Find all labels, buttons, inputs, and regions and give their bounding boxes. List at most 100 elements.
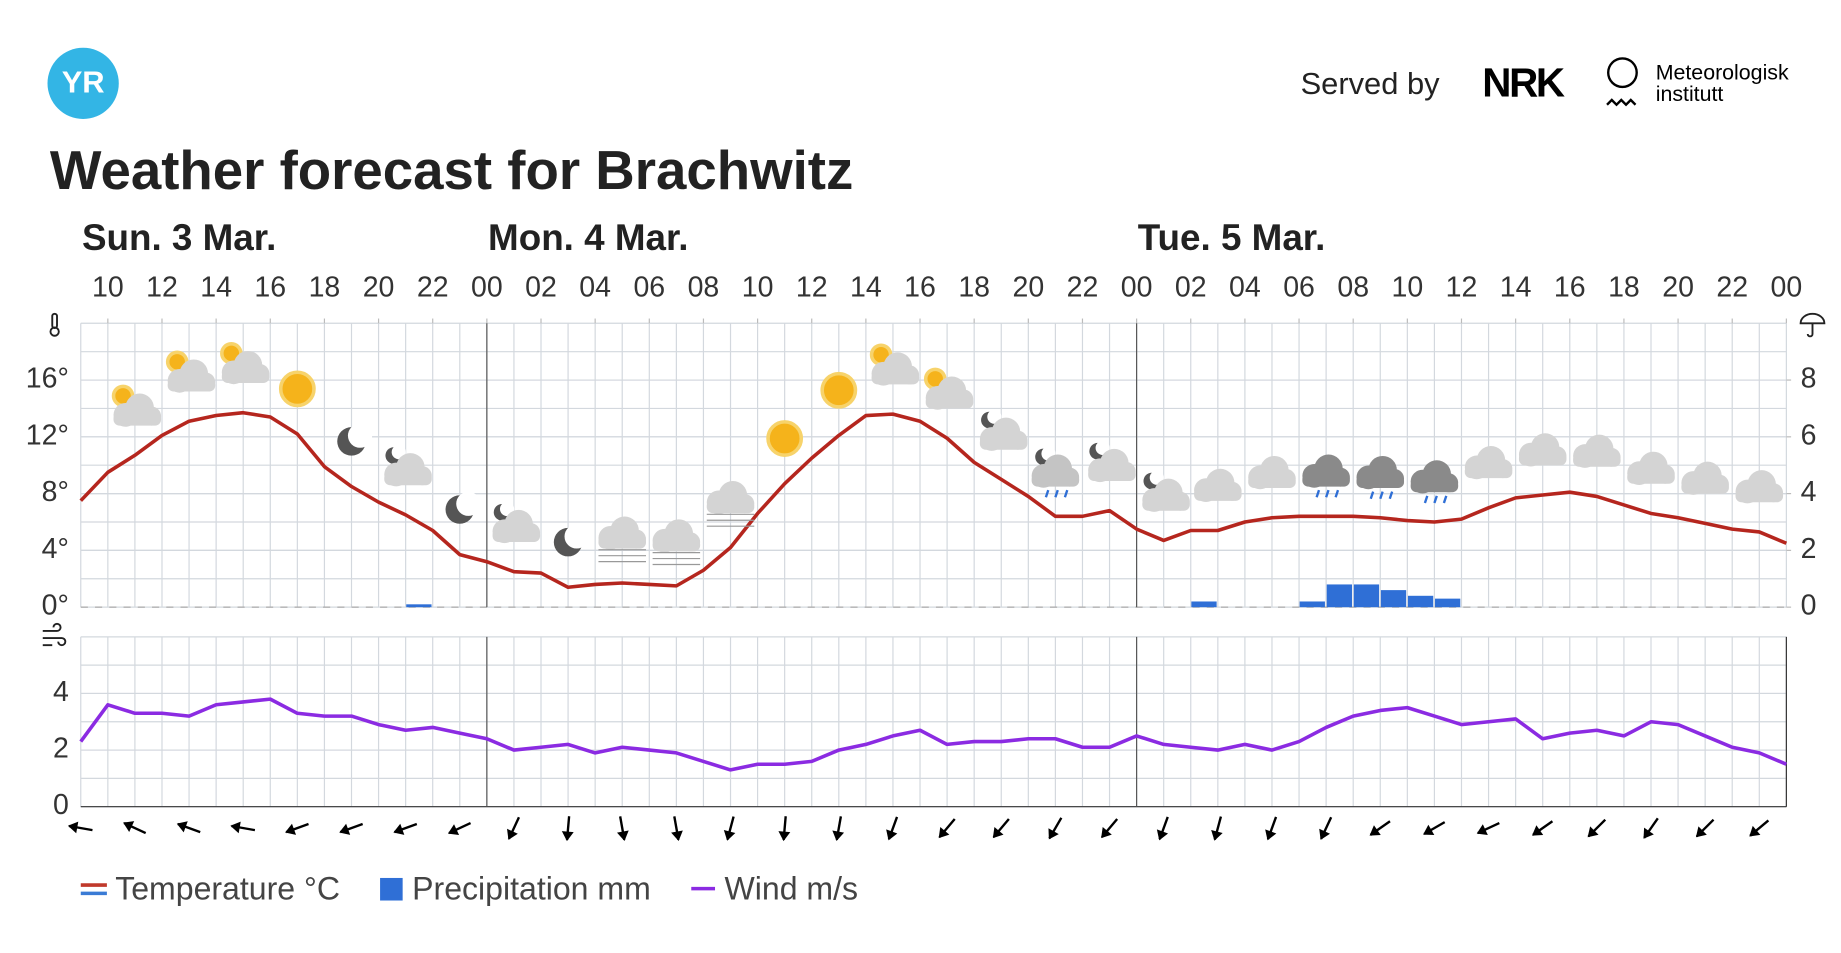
cloud-part (652, 538, 701, 552)
wind-arrow (1695, 818, 1715, 838)
wind-arrow (778, 816, 791, 842)
weather-icon (766, 420, 804, 457)
wind-arrow (1423, 821, 1446, 836)
weather-icon (384, 445, 432, 487)
weather-icon (706, 481, 755, 527)
x-tick-label: 02 (525, 271, 557, 303)
weather-icon (820, 371, 858, 409)
cloud-part (1302, 473, 1350, 487)
precip-bar (1380, 590, 1407, 608)
weather-icon (869, 343, 920, 386)
wind-arrow (176, 821, 201, 834)
moon (456, 491, 481, 516)
weather-icon (1573, 434, 1621, 468)
wind-arrow (992, 818, 1010, 839)
rain-drop (1433, 495, 1438, 504)
weather-icon (1518, 433, 1567, 467)
met-wave (1606, 98, 1637, 107)
arrow-head (938, 826, 950, 839)
wind-arrow (339, 822, 364, 835)
wind-arrow (1211, 816, 1223, 841)
wind-arrow (561, 816, 574, 842)
weather-icon (553, 524, 589, 557)
precip-bar (1326, 584, 1353, 608)
wind-arrow (123, 821, 147, 835)
arrow-head (723, 829, 736, 841)
precip-bar (1407, 595, 1434, 608)
arrow-head (1101, 826, 1112, 839)
arrow-head (123, 821, 135, 832)
rain-drop (1044, 489, 1050, 498)
legend-label: Temperature °C (115, 870, 340, 906)
cloud-part (384, 472, 432, 486)
x-tick-label: 20 (1662, 271, 1694, 303)
weather-icon (1681, 461, 1729, 495)
rain-drop (1324, 489, 1330, 498)
arrow-head (1369, 825, 1381, 836)
arrow-head (1587, 826, 1599, 838)
arrow-head (1695, 826, 1707, 838)
arrow-head (1476, 824, 1488, 835)
rain-drop (1334, 489, 1340, 498)
weather-icon (979, 409, 1028, 451)
day-label: Mon. 4 Mar. (488, 217, 688, 258)
wind-arrow (832, 816, 845, 841)
cloud-part (492, 528, 541, 542)
arrow-head (1211, 829, 1223, 841)
rain-drop (1442, 495, 1448, 504)
x-tick-label: 06 (1283, 271, 1315, 303)
rain-drop (1315, 489, 1321, 498)
x-tick-label: 18 (1608, 271, 1640, 303)
weather-icon (1142, 470, 1190, 512)
cloud-part (925, 395, 974, 409)
arrow-head (67, 821, 79, 834)
series-line (79, 410, 1788, 590)
x-tick-label: 06 (633, 271, 665, 303)
moon (564, 524, 589, 549)
weather-icon (165, 350, 216, 393)
wind-arrow (67, 821, 93, 834)
x-tick-label: 20 (1012, 271, 1044, 303)
weather-icon (445, 491, 481, 524)
legend: Temperature °C Precipitation mm Wind m/s (80, 870, 858, 906)
cloud-part (113, 412, 162, 426)
met-name: Meteorologisk (1656, 60, 1789, 84)
y-tick-label: 12° (26, 419, 69, 451)
weather-icon (923, 367, 974, 410)
cloud-part (1518, 452, 1567, 466)
y-tick-label: 4° (42, 533, 69, 565)
arrow-head (176, 821, 188, 833)
sun (820, 371, 858, 409)
cloud-part (1031, 473, 1080, 487)
x-tick-label: 18 (958, 271, 990, 303)
y-tick-label: 16° (26, 363, 69, 395)
arrow-head (339, 823, 351, 835)
nrk-logo[interactable]: NRK (1482, 59, 1567, 105)
legend-label: Precipitation mm (412, 870, 651, 906)
x-tick-label: 12 (796, 271, 828, 303)
weather-icon (337, 423, 373, 456)
wind-arrow (1100, 818, 1119, 839)
weather-icon (1248, 455, 1296, 490)
precip-bar (1435, 598, 1461, 608)
x-tick-label: 02 (1175, 271, 1207, 303)
arrow-head (230, 821, 241, 834)
wind-arrow (230, 821, 256, 834)
arrow-head (393, 823, 405, 835)
met-logo[interactable] (1607, 57, 1638, 89)
cloud-part (1681, 480, 1729, 494)
x-tick-label: 12 (1446, 271, 1478, 303)
logo[interactable] (47, 47, 119, 119)
arrow-head (992, 826, 1004, 839)
weather-icon (598, 516, 646, 563)
x-tick-label: 00 (1771, 271, 1803, 303)
x-tick-label: 12 (146, 271, 178, 303)
x-tick-label: 22 (1716, 271, 1748, 303)
wind-icon (42, 622, 67, 647)
wind-arrow (1265, 816, 1278, 841)
x-tick-label: 22 (417, 271, 449, 303)
served-by: Served by (1301, 66, 1441, 101)
y2-tick-label: 6 (1801, 419, 1817, 451)
wind-arrow (1476, 821, 1500, 835)
arrow-head (1156, 829, 1169, 841)
